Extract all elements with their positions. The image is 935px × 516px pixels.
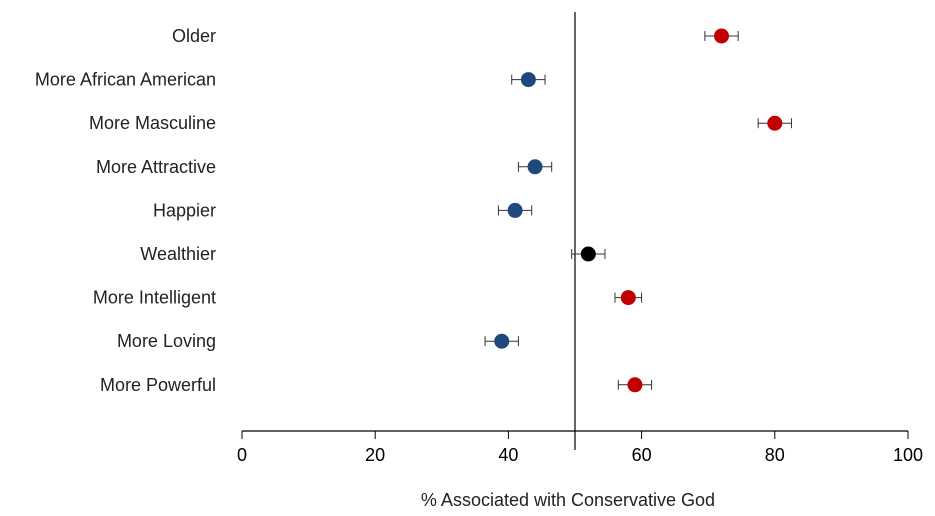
data-point	[520, 72, 536, 88]
data-point-group	[497, 202, 533, 218]
x-tick-label: 0	[237, 445, 247, 465]
data-point	[507, 202, 523, 218]
category-label: Older	[172, 26, 216, 46]
data-point	[767, 115, 783, 131]
category-label: Wealthier	[140, 244, 216, 264]
data-point-group	[511, 72, 546, 88]
category-label: More Powerful	[100, 375, 216, 395]
data-points	[484, 28, 792, 393]
category-label: More Attractive	[96, 157, 216, 177]
data-point	[494, 333, 510, 349]
data-point-group	[571, 246, 606, 262]
data-point	[714, 28, 730, 44]
data-point-group	[614, 290, 643, 306]
x-tick-label: 40	[498, 445, 518, 465]
data-point-group	[517, 159, 553, 175]
data-point-group	[704, 28, 739, 44]
x-tick-label: 80	[765, 445, 785, 465]
category-label: More Intelligent	[93, 288, 216, 308]
category-label: More African American	[35, 70, 216, 90]
data-point	[527, 159, 543, 175]
x-tick-label: 100	[893, 445, 923, 465]
category-label: More Loving	[117, 331, 216, 351]
data-point-group	[484, 333, 519, 349]
data-point-group	[617, 377, 653, 393]
x-axis-title: % Associated with Conservative God	[421, 490, 715, 510]
x-tick-label: 60	[632, 445, 652, 465]
data-point	[620, 290, 636, 306]
data-point	[627, 377, 643, 393]
x-tick-label: 20	[365, 445, 385, 465]
category-label: Happier	[153, 200, 216, 220]
category-labels: Older More African American More Masculine…	[35, 26, 216, 395]
x-axis: 0 20 40 60 80 100	[237, 430, 923, 465]
data-point-group	[757, 115, 792, 131]
category-label: More Masculine	[89, 113, 216, 133]
data-point	[580, 246, 596, 262]
